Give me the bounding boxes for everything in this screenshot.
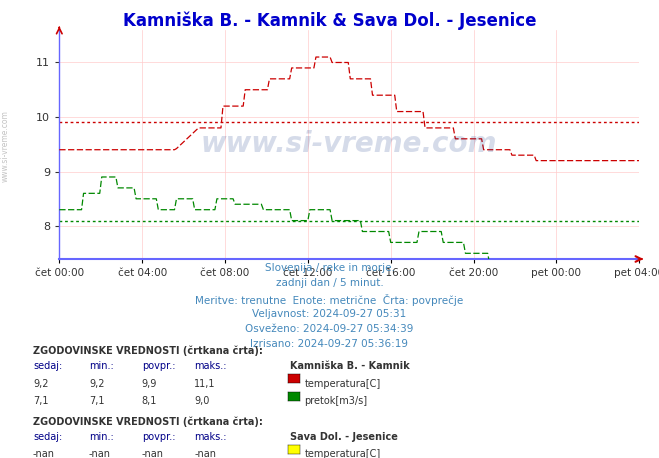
Text: maks.:: maks.: <box>194 432 227 442</box>
Text: www.si-vreme.com: www.si-vreme.com <box>1 111 10 182</box>
Text: sedaj:: sedaj: <box>33 432 62 442</box>
Text: temperatura[C]: temperatura[C] <box>304 449 381 458</box>
Text: ZGODOVINSKE VREDNOSTI (črtkana črta):: ZGODOVINSKE VREDNOSTI (črtkana črta): <box>33 346 263 356</box>
Text: 7,1: 7,1 <box>33 396 49 406</box>
Text: Izrisano: 2024-09-27 05:36:19: Izrisano: 2024-09-27 05:36:19 <box>250 339 409 349</box>
Text: sedaj:: sedaj: <box>33 361 62 371</box>
Text: Osveženo: 2024-09-27 05:34:39: Osveženo: 2024-09-27 05:34:39 <box>245 324 414 334</box>
Text: pretok[m3/s]: pretok[m3/s] <box>304 396 368 406</box>
Text: Veljavnost: 2024-09-27 05:31: Veljavnost: 2024-09-27 05:31 <box>252 309 407 319</box>
Text: Sava Dol. - Jesenice: Sava Dol. - Jesenice <box>290 432 398 442</box>
Text: 9,9: 9,9 <box>142 379 157 389</box>
Text: 9,2: 9,2 <box>33 379 49 389</box>
Text: Kamniška B. - Kamnik: Kamniška B. - Kamnik <box>290 361 410 371</box>
Text: -nan: -nan <box>89 449 111 458</box>
Text: -nan: -nan <box>194 449 216 458</box>
Text: povpr.:: povpr.: <box>142 432 175 442</box>
Text: 11,1: 11,1 <box>194 379 216 389</box>
Text: Meritve: trenutne  Enote: metrične  Črta: povprečje: Meritve: trenutne Enote: metrične Črta: … <box>195 294 464 305</box>
Text: min.:: min.: <box>89 432 114 442</box>
Text: 9,2: 9,2 <box>89 379 105 389</box>
Text: temperatura[C]: temperatura[C] <box>304 379 381 389</box>
Text: 8,1: 8,1 <box>142 396 157 406</box>
Text: -nan: -nan <box>33 449 55 458</box>
Text: ZGODOVINSKE VREDNOSTI (črtkana črta):: ZGODOVINSKE VREDNOSTI (črtkana črta): <box>33 416 263 427</box>
Text: 7,1: 7,1 <box>89 396 105 406</box>
Text: Kamniška B. - Kamnik & Sava Dol. - Jesenice: Kamniška B. - Kamnik & Sava Dol. - Jesen… <box>123 11 536 30</box>
Text: povpr.:: povpr.: <box>142 361 175 371</box>
Text: www.si-vreme.com: www.si-vreme.com <box>201 130 498 158</box>
Text: Slovenija / reke in morje.: Slovenija / reke in morje. <box>264 263 395 273</box>
Text: min.:: min.: <box>89 361 114 371</box>
Text: 9,0: 9,0 <box>194 396 210 406</box>
Text: maks.:: maks.: <box>194 361 227 371</box>
Text: zadnji dan / 5 minut.: zadnji dan / 5 minut. <box>275 278 384 289</box>
Text: -nan: -nan <box>142 449 163 458</box>
